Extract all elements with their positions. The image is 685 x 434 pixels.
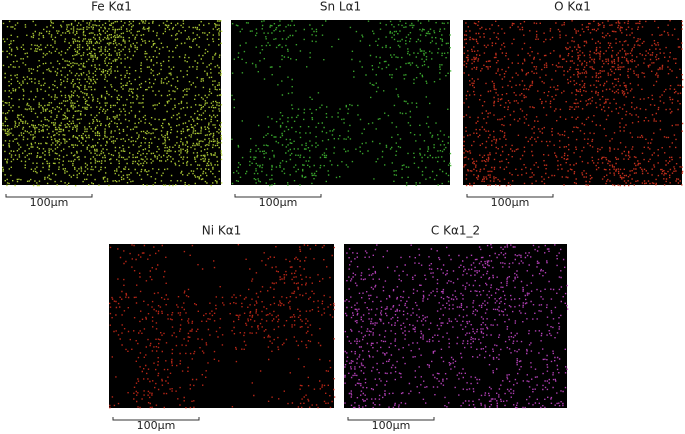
- scale-label: 100µm: [259, 196, 298, 209]
- element-speckle: [2, 20, 223, 187]
- element-speckle: [463, 20, 684, 187]
- map-title: C Kα1_2: [431, 224, 480, 238]
- scale-label: 100µm: [30, 196, 69, 209]
- scale-bar: [466, 194, 554, 198]
- scale-bar: [112, 417, 200, 421]
- element-speckle: [231, 20, 452, 187]
- map-title: Ni Kα1: [202, 224, 242, 238]
- map-background: [109, 244, 334, 408]
- map-background: [463, 20, 682, 185]
- scale-bar: [234, 194, 322, 198]
- map-title: Fe Kα1: [91, 0, 132, 14]
- map-title: Sn Lα1: [320, 0, 361, 14]
- map-title: O Kα1: [554, 0, 591, 14]
- scale-label: 100µm: [491, 196, 530, 209]
- scale-bar: [5, 194, 93, 198]
- scale-label: 100µm: [137, 419, 176, 432]
- map-background: [231, 20, 450, 185]
- map-background: [344, 244, 567, 408]
- scale-label: 100µm: [372, 419, 411, 432]
- scale-bar: [347, 417, 435, 421]
